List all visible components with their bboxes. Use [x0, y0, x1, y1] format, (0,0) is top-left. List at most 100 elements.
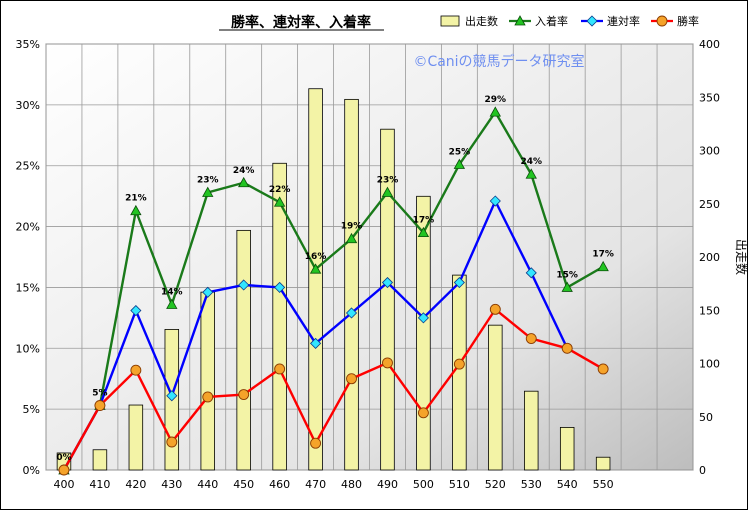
diamond-point [166, 390, 178, 402]
data-label: 22% [269, 185, 291, 195]
series-line [62, 307, 604, 471]
data-label: 29% [485, 95, 507, 105]
circle-point [94, 400, 106, 411]
legend-label: 出走数 [465, 14, 498, 28]
bar-440 [200, 291, 215, 471]
x-axis: 400 410 420 430 440 450 460 470 480 490 500 510 520 5… [53, 478, 613, 491]
diamond-point [274, 281, 286, 293]
bar-410 [92, 449, 108, 471]
circle-point [274, 363, 286, 375]
x-tick-label: 490 [377, 478, 398, 491]
diamond-point [586, 15, 598, 27]
bar-530 [524, 390, 539, 471]
x-tick-label: 410 [89, 478, 110, 491]
right-tick-label: 350 [699, 91, 720, 104]
circle-point [489, 303, 501, 315]
triangle-point [345, 232, 358, 244]
left-tick-label: 20% [16, 221, 40, 234]
legend: 出走数 入着率 連対率 勝率 [440, 14, 699, 28]
legend-label: 連対率 [607, 14, 640, 28]
circle-point [166, 436, 178, 448]
right-tick-label: 150 [699, 304, 720, 317]
right-tick-label: 300 [699, 145, 720, 158]
data-label: 21% [125, 194, 147, 204]
diamond-point [489, 195, 501, 207]
right-tick-label: 200 [699, 251, 720, 264]
diamond-point [345, 307, 358, 319]
circle-point [561, 342, 573, 354]
legend-swatch [440, 15, 460, 27]
series-line [62, 109, 604, 471]
diamond-point [453, 276, 465, 289]
x-tick-label: 400 [53, 478, 74, 491]
legend-label: 勝率 [677, 14, 699, 28]
circle-point [202, 391, 214, 403]
x-tick-label: 550 [593, 478, 614, 491]
legend-item: 出走数 [440, 14, 498, 28]
bar-480 [344, 98, 359, 471]
circle-point [453, 358, 465, 370]
left-tick-label: 15% [16, 281, 40, 294]
left-tick-label: 30% [16, 99, 40, 112]
right-tick-label: 0 [699, 464, 706, 477]
data-label: 24% [520, 157, 542, 167]
watermark-text: ©Caniの競馬データ研究室 [413, 53, 584, 70]
left-tick-label: 10% [16, 342, 40, 355]
line-series [58, 106, 609, 476]
triangle-point [166, 298, 178, 309]
data-label: 25% [449, 147, 471, 157]
x-tick-label: 540 [557, 478, 578, 491]
circle-point [597, 363, 609, 375]
circle-point [346, 373, 357, 385]
data-labels: 0% 5% 21% 14% 23% 24% 22% 16% 19% 23% 17% 25% 29% 24%… [56, 95, 614, 463]
legend-label: 入着率 [535, 14, 568, 28]
series-勝率 [58, 303, 609, 476]
diamond-point [238, 279, 250, 291]
x-tick-label: 450 [233, 478, 254, 491]
circle-point [656, 15, 668, 27]
data-label: 5% [92, 388, 107, 398]
data-label: 17% [592, 250, 614, 260]
legend-item: 連対率 [581, 14, 640, 28]
triangle-point [381, 186, 394, 197]
data-label: 19% [341, 222, 363, 232]
circle-point [525, 333, 537, 344]
triangle-point [489, 106, 501, 117]
x-tick-label: 480 [341, 478, 362, 491]
triangle-point [597, 260, 609, 272]
bar-520 [488, 324, 503, 471]
triangle-point [202, 186, 214, 197]
circle-point [382, 357, 393, 369]
x-tick-label: 420 [125, 478, 146, 491]
triangle-point [273, 196, 286, 207]
diamond-point [525, 267, 537, 279]
data-label: 17% [413, 216, 435, 226]
x-tick-label: 460 [269, 478, 290, 491]
circle-point [130, 364, 142, 376]
diamond-point [130, 304, 142, 317]
bar-450 [236, 229, 251, 471]
data-label: 0% [56, 453, 71, 463]
diamond-point [310, 337, 322, 349]
bar-490 [380, 128, 395, 471]
circle-point [310, 437, 322, 449]
diamond-point [202, 286, 214, 298]
bar-460 [272, 162, 287, 471]
diamond-point [417, 312, 429, 324]
left-tick-label: 0% [23, 464, 40, 477]
x-tick-label: 470 [305, 478, 326, 491]
x-tick-label: 500 [413, 478, 434, 491]
data-label: 24% [233, 166, 255, 176]
bar-540 [559, 426, 575, 471]
left-tick-label: 5% [23, 403, 40, 416]
circle-point [417, 407, 429, 419]
right-tick-label: 400 [699, 38, 720, 51]
data-label: 15% [556, 270, 578, 280]
data-label: 16% [305, 252, 327, 262]
bar-550 [595, 456, 611, 471]
triangle-point [130, 204, 142, 216]
triangle-point [417, 226, 430, 238]
x-tick-label: 510 [449, 478, 470, 491]
